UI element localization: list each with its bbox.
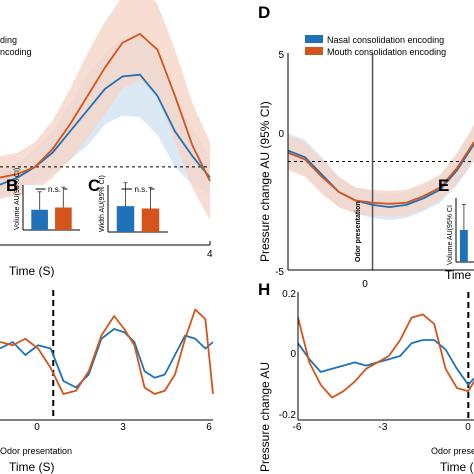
- series-line-0: [287, 143, 474, 208]
- panel-e-letter: E: [438, 176, 449, 195]
- panel-h-xtick-m6: -6: [293, 422, 302, 433]
- panel-h-xtick-m3: -3: [379, 422, 388, 433]
- panel-d-ytick-m5: -5: [275, 267, 284, 278]
- panel-c-ylabel: Width AU(95% CI): [99, 175, 106, 232]
- series-line-1: [0, 32, 211, 182]
- panel-d-ytick-5: 5: [278, 50, 284, 61]
- panel-g: 0 3 6 Odor presentation Time (S): [0, 290, 214, 474]
- legend-swatch-mouth: [305, 47, 323, 55]
- panel-a-legend-1: ding: [0, 35, 17, 45]
- panel-h: H Pressure change AU 0.2 0 -0.2 -6 -3 0 …: [258, 280, 474, 474]
- series-line-1: [297, 313, 474, 399]
- bar-0: [459, 230, 468, 262]
- series-line-0: [297, 339, 474, 386]
- panel-b-ylabel: Volume AU(95% CI): [14, 168, 21, 230]
- legend-label-nasal: Nasal consolidation encoding: [327, 35, 444, 45]
- panel-h-ytick-m02: -0.2: [279, 410, 297, 421]
- panel-h-vline-label: Odor presentation: [431, 446, 474, 456]
- panel-c-letter: C: [88, 176, 100, 195]
- panel-h-xlabel: Time (S): [440, 460, 474, 474]
- panel-b-letter: B: [6, 176, 18, 195]
- legend-swatch-nasal: [305, 35, 323, 43]
- panel-a-legend-2: ncoding: [0, 47, 32, 57]
- panel-d-letter: D: [258, 3, 270, 22]
- panel-e: E Volume AU(95% CI: [438, 176, 474, 265]
- panel-g-xtick-0: 0: [34, 422, 40, 433]
- series-line-1: [287, 141, 474, 205]
- panel-g-vline-label: Odor presentation: [0, 446, 72, 456]
- panel-h-ylabel: Pressure change AU: [258, 362, 272, 472]
- panel-a: ding ncoding 4 Time (S): [0, 0, 213, 278]
- bar-1: [141, 208, 160, 232]
- panel-h-letter: H: [258, 280, 270, 299]
- legend-label-mouth: Mouth consolidation encoding: [327, 47, 446, 57]
- panel-d-ylabel: Pressure change AU (95% CI): [258, 101, 272, 262]
- panel-d-vline-label: Odor presentation: [355, 201, 362, 262]
- series-line-1: [0, 308, 214, 395]
- panel-d-xlabel: Time: [445, 268, 472, 282]
- panel-h-xtick-0: 0: [465, 422, 471, 433]
- panel-a-xtick-4: 4: [207, 249, 213, 260]
- panel-d-xtick-0: 0: [362, 279, 368, 290]
- bar-1: [55, 207, 72, 230]
- panel-g-xtick-6: 6: [206, 422, 212, 433]
- panel-h-ytick-02: 0.2: [282, 289, 296, 300]
- panel-g-xlabel: Time (S): [9, 460, 55, 474]
- panel-h-ytick-0: 0: [290, 349, 296, 360]
- sig-label: n.s.: [135, 185, 148, 194]
- panel-d: D Pressure change AU (95% CI) 5 0 -5 0 T…: [258, 3, 474, 290]
- bar-0: [116, 206, 135, 232]
- sig-label: n.s.: [48, 185, 61, 194]
- panel-a-xlabel: Time (S): [9, 264, 55, 278]
- series-line-0: [0, 328, 214, 389]
- ci-band-1: [0, 0, 210, 221]
- panel-e-ylabel: Volume AU(95% CI: [447, 205, 454, 265]
- panel-c: C n.s. Width AU(95% CI): [88, 175, 168, 233]
- panel-b: B n.s. Volume AU(95% CI): [6, 168, 80, 231]
- bar-0: [31, 209, 48, 230]
- panel-d-ytick-0: 0: [278, 129, 284, 140]
- panel-g-xtick-3: 3: [120, 422, 126, 433]
